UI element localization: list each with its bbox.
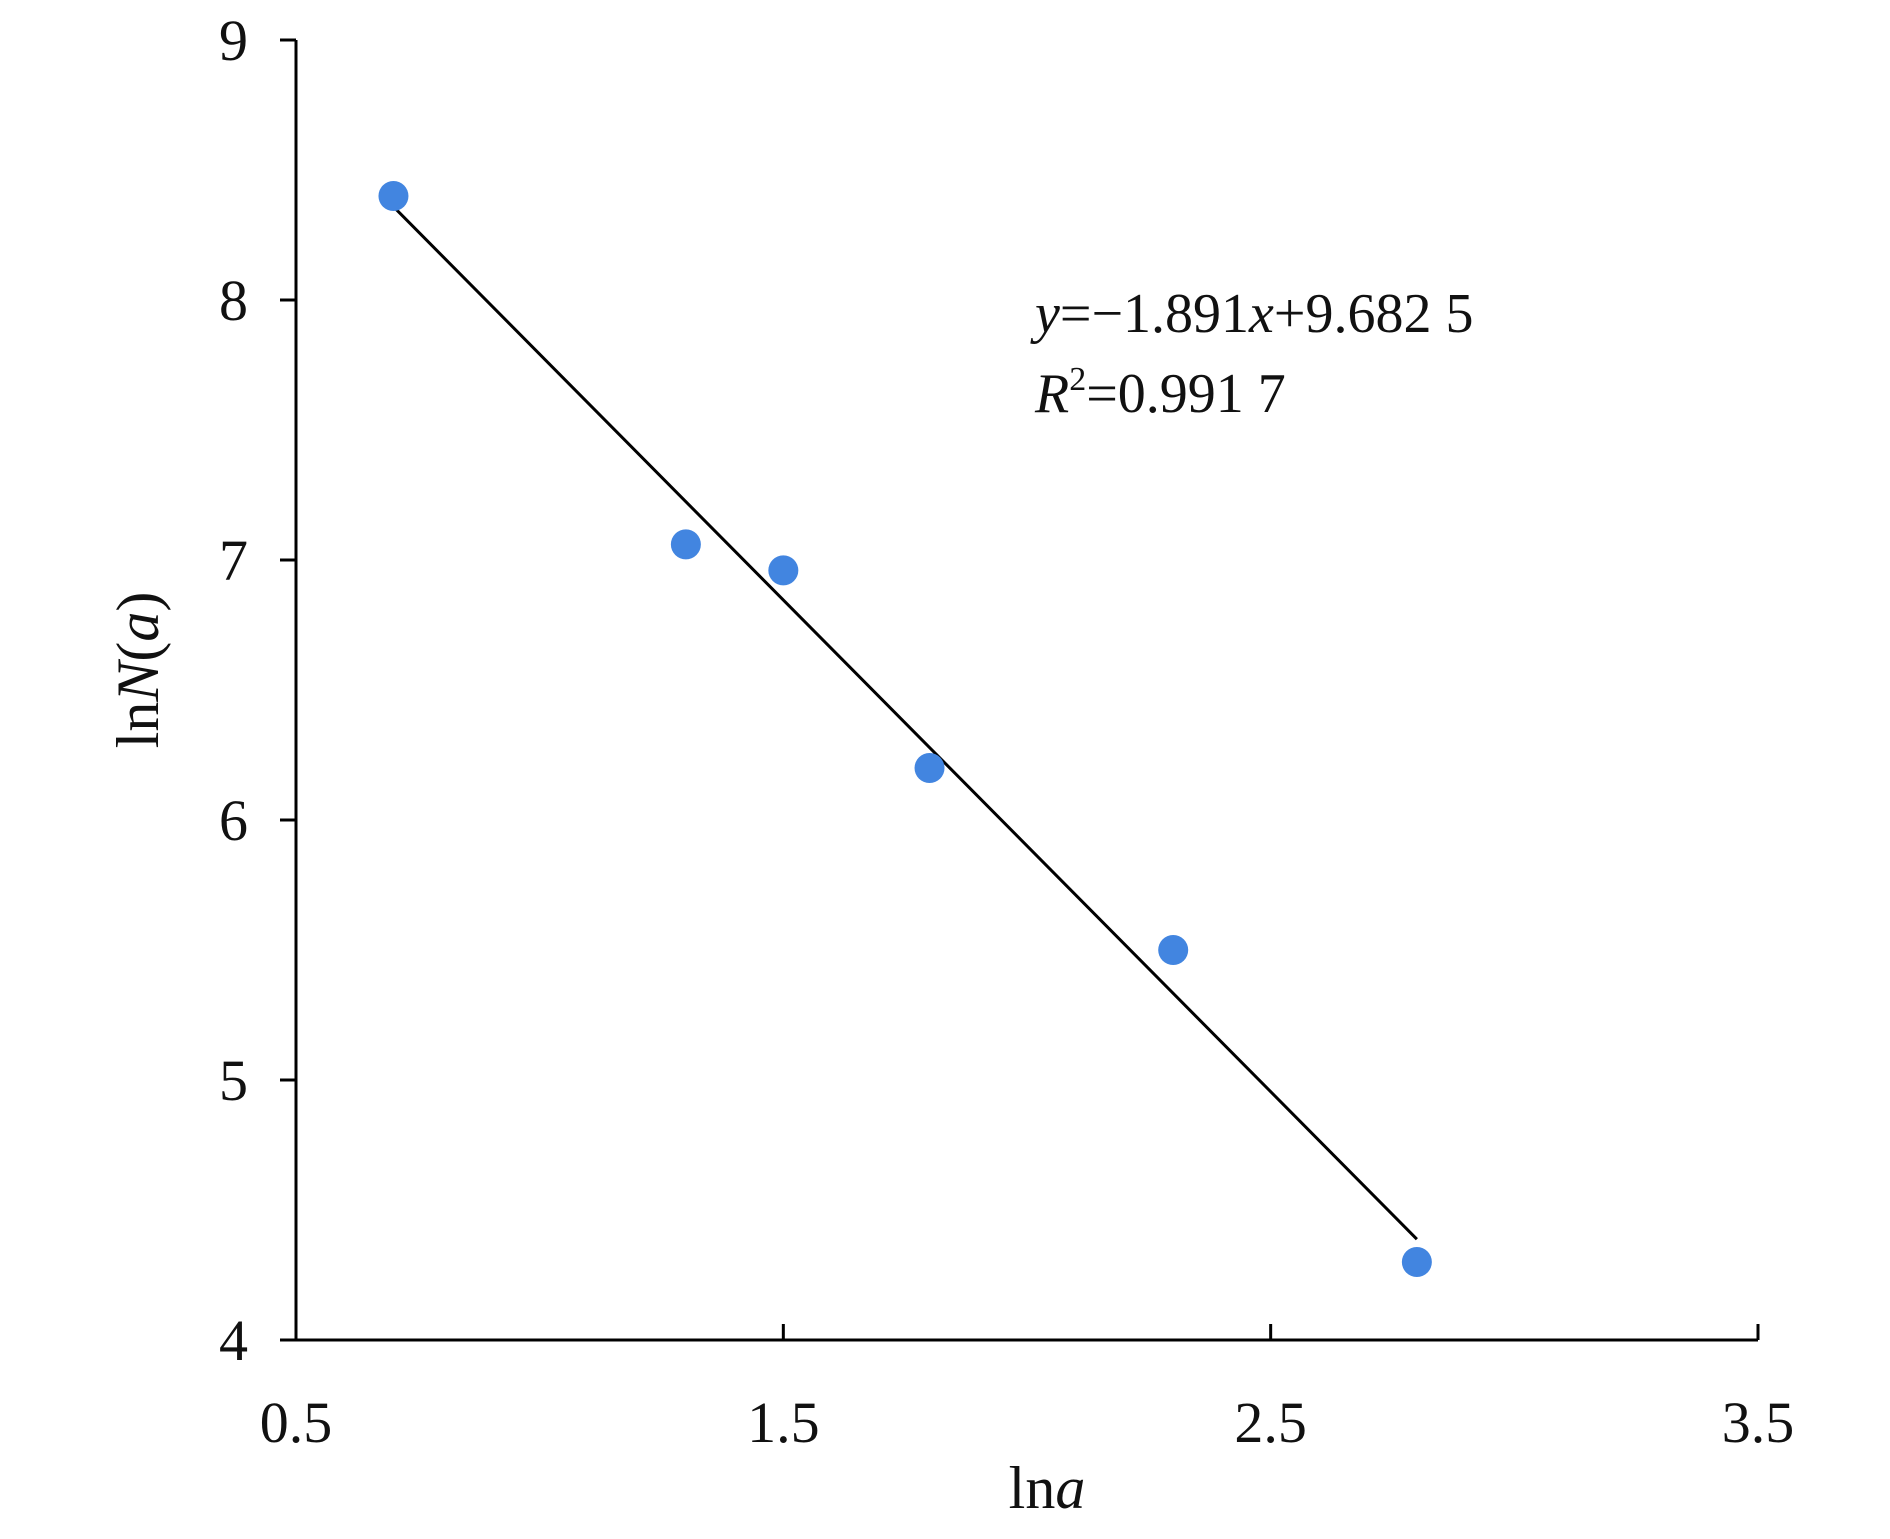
r-squared-r: R [1034, 363, 1069, 425]
equation-intercept: +9.682 5 [1274, 283, 1474, 345]
r-squared-sup: 2 [1069, 361, 1086, 398]
x-tick-label: 1.5 [747, 1390, 820, 1455]
x-axis-title: lna [1009, 1455, 1086, 1521]
y-tick-label: 6 [219, 788, 248, 853]
data-point [670, 529, 701, 560]
x-tick-label: 0.5 [260, 1390, 333, 1455]
x-tick-label: 2.5 [1234, 1390, 1307, 1455]
y-tick-label: 9 [219, 8, 248, 73]
axes [294, 40, 1758, 1342]
trendline-group [392, 205, 1418, 1241]
data-points [378, 181, 1432, 1277]
y-axis-title-paren-close: ) [105, 592, 171, 612]
equation-annotation: y=−1.891x+9.682 5 [1030, 283, 1473, 345]
equation-x: x [1248, 283, 1274, 345]
data-point [378, 181, 409, 211]
y-axis-title-arg: a [105, 612, 171, 642]
data-point [768, 555, 799, 586]
r-squared-value: =0.991 7 [1086, 363, 1286, 425]
x-axis-title-func: ln [1009, 1455, 1056, 1521]
y-axis-title: lnN(a) [105, 592, 171, 749]
y-axis-title-var: N [105, 659, 171, 703]
x-ticks: 0.5 1.5 2.5 3.5 [260, 1324, 1795, 1455]
y-tick-label: 8 [219, 268, 248, 333]
y-ticks: 4 5 6 7 8 9 [219, 8, 296, 1373]
data-point [1158, 935, 1189, 965]
equation-y: y [1030, 283, 1060, 345]
data-point [914, 753, 945, 783]
y-tick-label: 7 [219, 528, 248, 593]
data-point [1401, 1247, 1432, 1277]
r-squared-annotation: R2=0.991 7 [1034, 361, 1286, 425]
trendline [392, 205, 1418, 1241]
x-axis-title-var: a [1055, 1455, 1085, 1521]
x-tick-label: 3.5 [1722, 1390, 1795, 1455]
equation-slope: =−1.891 [1060, 283, 1249, 345]
y-tick-label: 4 [219, 1308, 248, 1373]
y-tick-label: 5 [219, 1048, 248, 1113]
y-axis-title-func: ln [105, 702, 171, 749]
y-axis-title-paren-open: ( [105, 642, 171, 662]
